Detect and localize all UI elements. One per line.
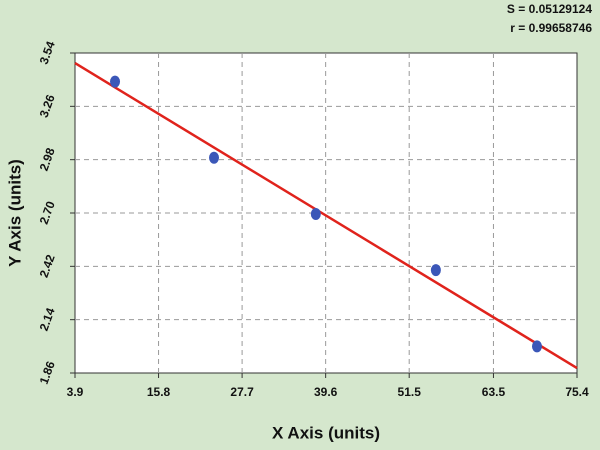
data-point [110,75,121,88]
data-point [209,151,220,164]
x-tick-label: 27.7 [230,385,254,399]
x-axis-label: X Axis (units) [272,423,380,442]
annotation: r = 0.99658746 [510,21,592,35]
x-tick-label: 3.9 [67,385,84,399]
annotation: S = 0.05129124 [507,2,592,16]
x-tick-label: 15.8 [147,385,171,399]
data-point [531,340,542,353]
data-point [430,264,441,277]
x-tick-label: 39.6 [314,385,338,399]
x-tick-label: 51.5 [398,385,422,399]
x-tick-label: 63.5 [482,385,506,399]
fit-line [74,62,578,370]
y-axis-label: Y Axis (units) [5,159,24,267]
data-point [310,207,321,220]
x-tick-label: 75.4 [565,385,589,399]
